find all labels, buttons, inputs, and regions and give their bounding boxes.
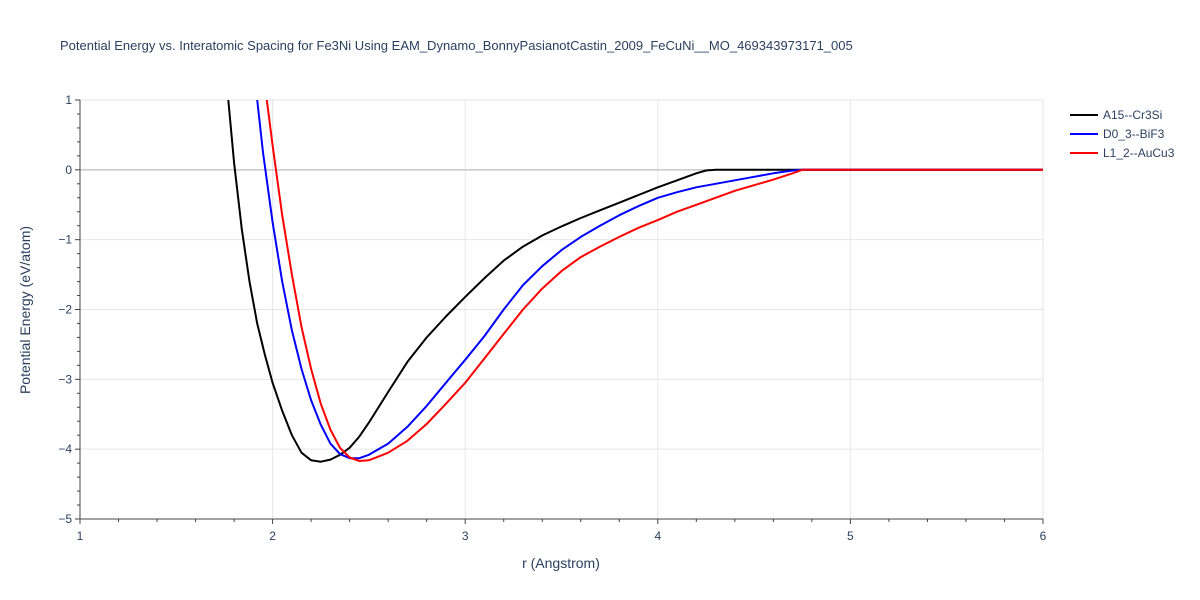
y-axis-ticks: 1 0 −1 −2 −3 −4 −5 xyxy=(58,93,72,526)
legend[interactable]: A15--Cr3Si D0_3--BiF3 L1_2--AuCu3 xyxy=(1070,108,1175,160)
x-axis-ticks: 1 2 3 4 5 6 xyxy=(77,529,1047,543)
legend-item[interactable]: D0_3--BiF3 xyxy=(1070,127,1165,141)
x-tick-label: 3 xyxy=(462,529,469,543)
grid-lines xyxy=(79,99,1044,520)
x-tick-label: 6 xyxy=(1040,529,1047,543)
chart-title: Potential Energy vs. Interatomic Spacing… xyxy=(60,38,853,53)
y-tick-label: −4 xyxy=(58,442,72,456)
y-tick-label: 1 xyxy=(65,93,72,107)
legend-label: A15--Cr3Si xyxy=(1103,108,1162,122)
legend-item[interactable]: L1_2--AuCu3 xyxy=(1070,146,1175,160)
y-tick-label: −5 xyxy=(58,512,72,526)
legend-label: D0_3--BiF3 xyxy=(1103,127,1165,141)
legend-item[interactable]: A15--Cr3Si xyxy=(1070,108,1162,122)
series-line-2 xyxy=(265,100,1043,462)
series-group xyxy=(227,100,1043,463)
series-line-1 xyxy=(256,100,1043,460)
x-tick-label: 4 xyxy=(654,529,661,543)
x-tick-label: 1 xyxy=(77,529,84,543)
y-tick-label: −1 xyxy=(58,233,72,247)
y-axis-title: Potential Energy (eV/atom) xyxy=(17,226,33,394)
series-layer xyxy=(227,100,1043,463)
axes xyxy=(75,99,1044,524)
x-tick-label: 5 xyxy=(847,529,854,543)
y-tick-label: −3 xyxy=(58,372,72,386)
y-tick-label: 0 xyxy=(65,163,72,177)
series-line-0 xyxy=(227,100,1043,463)
x-axis-title: r (Angstrom) xyxy=(522,555,600,571)
y-tick-label: −2 xyxy=(58,303,72,317)
x-tick-label: 2 xyxy=(269,529,276,543)
legend-label: L1_2--AuCu3 xyxy=(1103,146,1175,160)
